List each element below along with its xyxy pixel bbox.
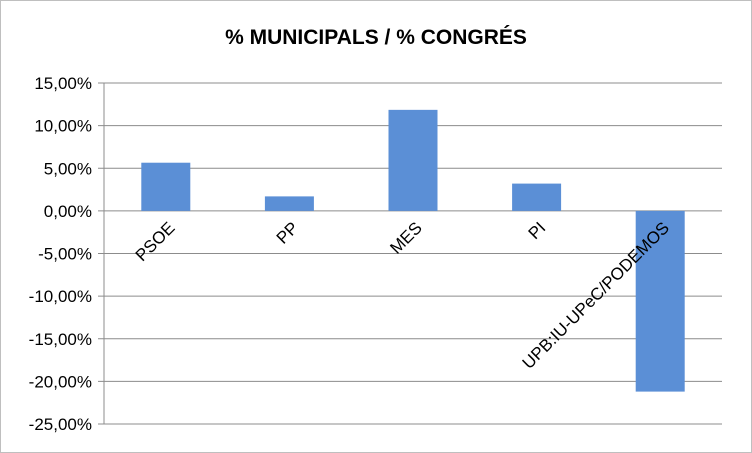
category-label: PI	[525, 218, 550, 243]
y-tick-label: -5,00%	[38, 245, 92, 264]
bar	[388, 109, 438, 211]
y-tick-label: -25,00%	[29, 415, 92, 434]
bar	[141, 162, 191, 211]
y-tick-label: 15,00%	[34, 74, 92, 93]
bar	[635, 210, 685, 392]
y-tick-label: -20,00%	[29, 372, 92, 391]
category-label: PP	[273, 218, 302, 247]
chart-title: % MUNICIPALS / % CONGRÉS	[225, 26, 527, 49]
bar	[512, 183, 562, 211]
y-tick-label: 10,00%	[34, 117, 92, 136]
category-label: MES	[386, 218, 425, 257]
y-tick-label: 5,00%	[44, 159, 92, 178]
y-tick-label: -10,00%	[29, 287, 92, 306]
y-tick-label: 0,00%	[44, 202, 92, 221]
y-tick-label: -15,00%	[29, 330, 92, 349]
category-label: PSOE	[132, 218, 179, 265]
bar	[264, 196, 314, 211]
